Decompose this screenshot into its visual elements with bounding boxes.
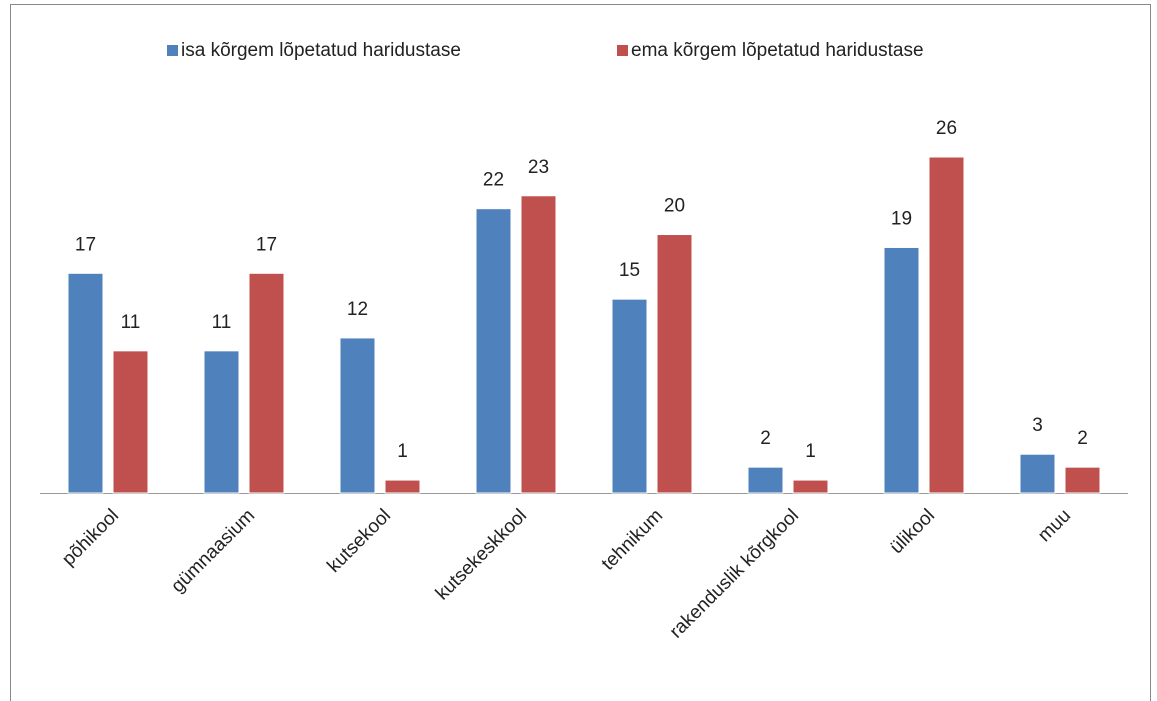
data-label: 26 [936,118,957,139]
bar [203,350,240,494]
data-label: 1 [805,441,816,462]
data-label: 15 [619,260,640,281]
bar [928,156,965,494]
data-label: 2 [760,428,771,449]
data-label: 1 [397,441,408,462]
bar [747,466,784,494]
data-label: 20 [664,196,685,217]
data-label: 12 [347,299,368,320]
data-label: 11 [212,312,232,333]
bar [112,350,149,494]
legend-swatch [617,45,628,56]
legend-label: isa kõrgem lõpetatud haridustase [181,40,461,61]
data-label: 23 [528,157,549,178]
bar [656,234,693,494]
bar [475,208,512,494]
bar [339,337,376,494]
legend-swatch [167,45,178,56]
bar [67,272,104,494]
data-label: 11 [121,312,141,333]
bar [611,298,648,494]
data-label: 17 [256,234,277,255]
bar [520,195,557,494]
data-label: 17 [75,234,96,255]
bar [792,479,829,494]
data-label: 19 [891,208,912,229]
bar [883,246,920,494]
bar [1064,466,1101,494]
bar [1019,453,1056,494]
bar [248,272,285,494]
bar [384,479,421,494]
data-label: 2 [1077,428,1088,449]
legend-label: ema kõrgem lõpetatud haridustase [631,40,924,61]
data-label: 3 [1032,415,1043,436]
data-label: 22 [483,170,504,191]
